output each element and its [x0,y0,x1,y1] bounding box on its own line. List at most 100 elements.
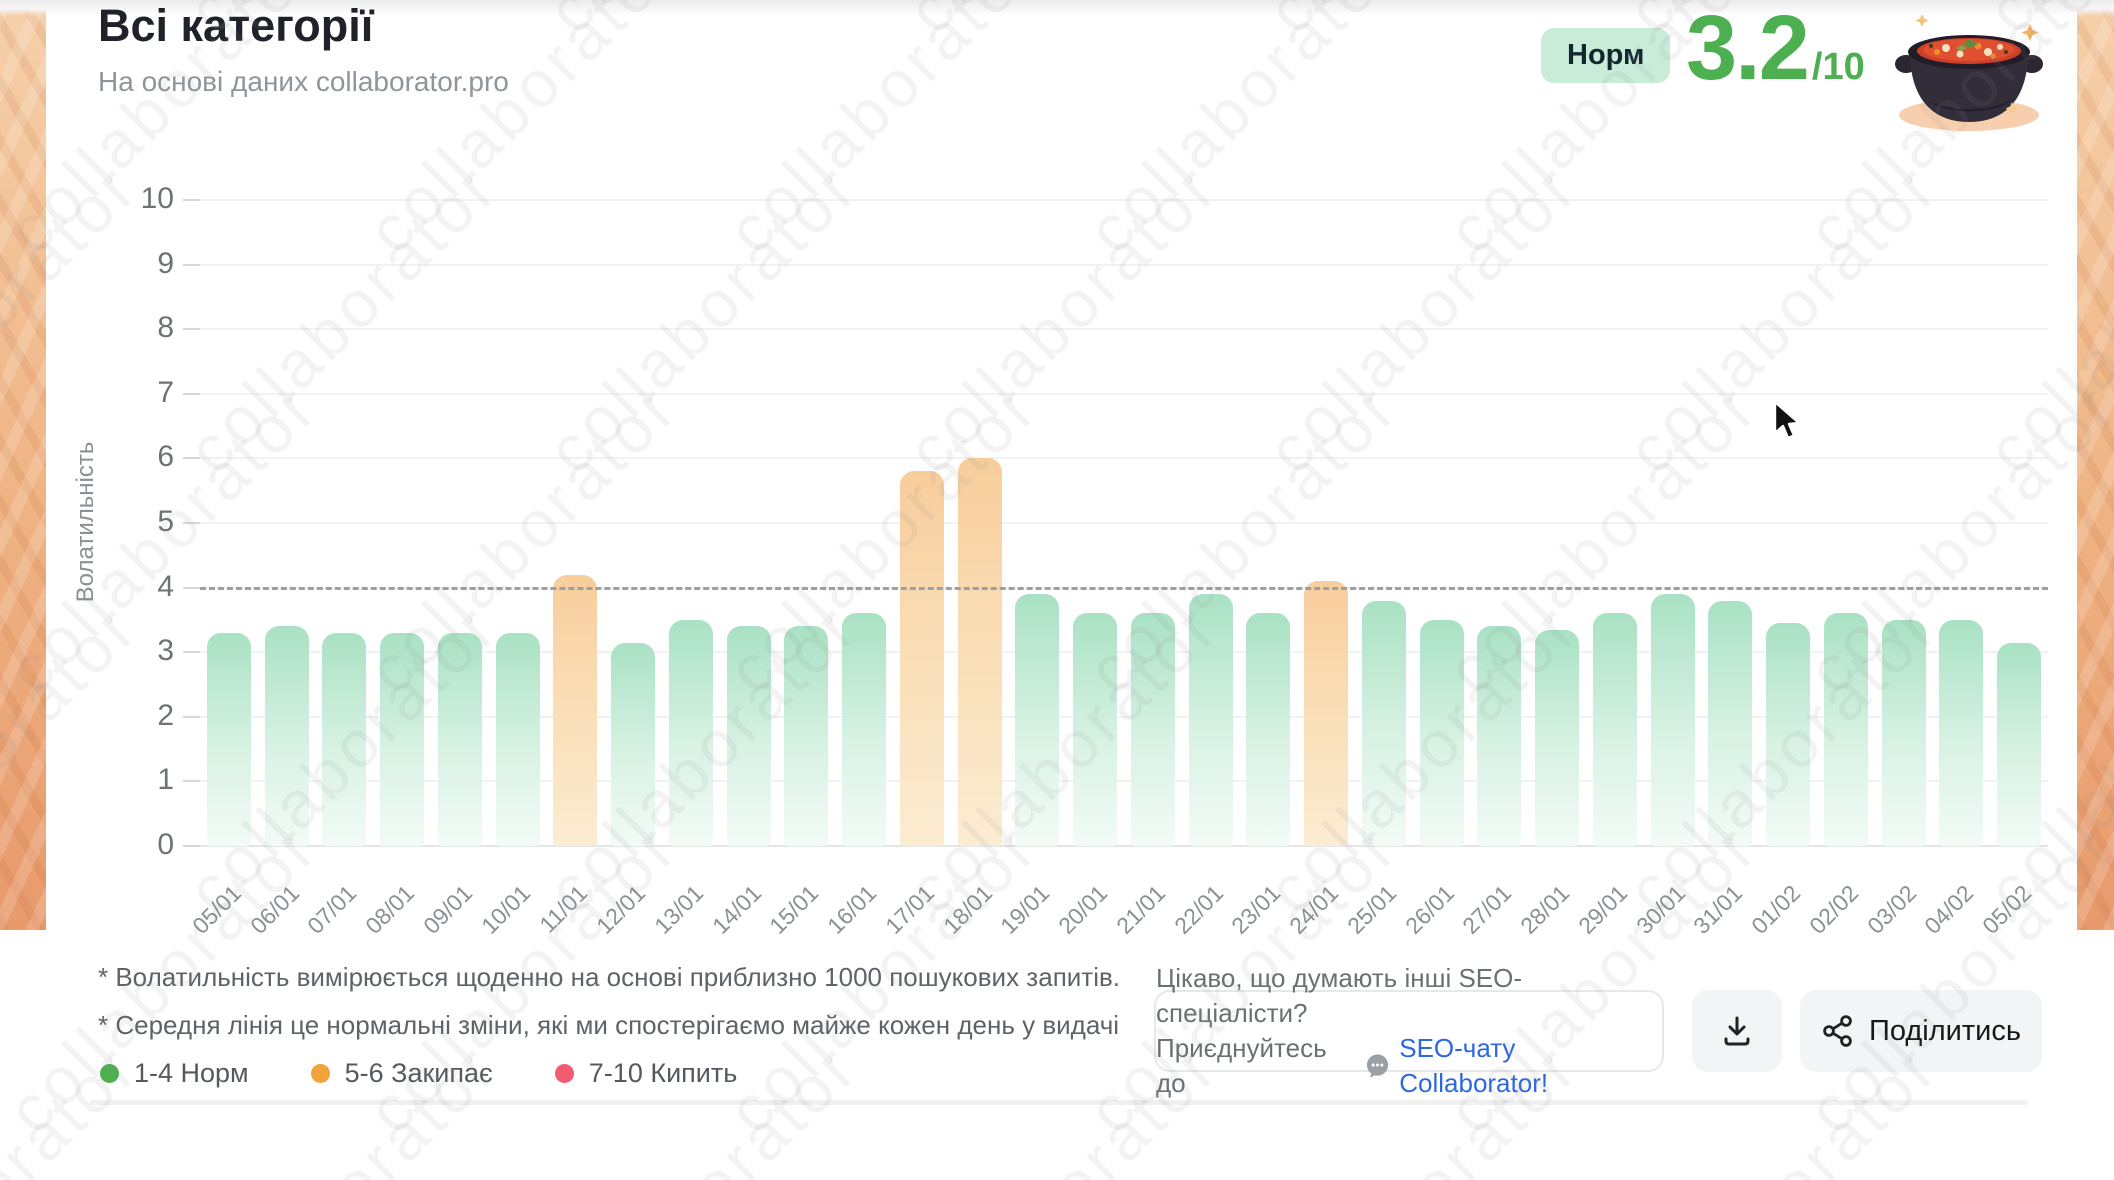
legend-dot-icon [554,1064,574,1083]
legend-item-2: 7-10 Кипить [554,1058,738,1089]
y-axis-tick-8 [183,328,200,331]
bar-11/01[interactable] [553,574,598,846]
gridline-y6 [200,457,2048,460]
legend-label: 1-4 Норм [134,1058,249,1088]
y-axis-tick-0 [183,845,200,847]
mouse-cursor [1773,400,1801,440]
bar-04/02[interactable] [1939,619,1984,846]
bar-08/01[interactable] [380,632,425,846]
footnote-measurement: * Волатильність вимірюється щоденно на о… [98,962,1121,992]
gridline-y3 [200,651,2048,654]
cta-join-line: Приєднуйтесь до SEO-чату Collaborator! [1156,1031,1662,1101]
page-subtitle: На основі даних collaborator.pro [98,66,509,97]
cta-join-prefix: Приєднуйтесь до [1156,1033,1327,1098]
bar-20/01[interactable] [1073,613,1118,846]
legend-label: 7-10 Кипить [588,1058,738,1088]
bar-27/01[interactable] [1477,626,1522,846]
gridline-y8 [200,328,2048,331]
bar-17/01[interactable] [899,471,944,846]
gridline-y5 [200,522,2048,524]
gridline-y7 [200,392,2048,395]
y-axis-label-2: 2 [157,698,174,732]
bar-05/01[interactable] [206,632,251,846]
download-icon [1724,1016,1750,1046]
bar-29/01[interactable] [1592,613,1637,846]
y-axis-tick-9 [183,263,200,266]
y-axis-label-7: 7 [157,375,174,409]
bar-01/02[interactable] [1766,623,1811,846]
score-value: 3.2 [1686,0,1810,99]
footnote-average-line: * Середня лінія це нормальні зміни, які … [98,1010,1120,1040]
bar-18/01[interactable] [957,458,1002,846]
bar-12/01[interactable] [611,642,656,846]
page-title: Всі категорії [98,0,374,51]
gridline-y9 [200,263,2048,266]
y-axis-label-10: 10 [140,182,174,215]
bar-24/01[interactable] [1304,581,1349,846]
y-axis-label-5: 5 [157,505,174,538]
y-axis-label-0: 0 [157,828,174,861]
seo-chat-cta-box: Цікаво, що думають інші SEO-спеціалісти?… [1154,963,1664,1098]
y-axis-tick-3 [183,651,200,654]
gridline-y0 [200,845,2048,847]
legend-item-0: 1-4 Норм [100,1058,249,1089]
bar-05/02[interactable] [1997,642,2042,846]
bar-13/01[interactable] [668,619,713,846]
speech-bubble-icon [1367,1054,1389,1078]
cta-question-line: Цікаво, що думають інші SEO-спеціалісти? [1156,963,1523,1028]
bar-21/01[interactable] [1130,613,1175,846]
top-edge-band [0,0,2114,16]
bar-10/01[interactable] [495,632,540,846]
y-axis-label-6: 6 [157,440,174,474]
legend-dot-icon [310,1064,330,1083]
borscht-pot-image [1895,14,2043,131]
bar-31/01[interactable] [1708,600,1753,846]
page-background-right [2077,0,2114,930]
bar-09/01[interactable] [437,632,482,846]
score-suffix: /10 [1811,46,1865,88]
legend-item-1: 5-6 Закипає [310,1058,493,1089]
y-axis-tick-2 [183,715,200,718]
y-axis-tick-7 [183,392,200,395]
y-axis-tick-6 [183,457,200,460]
gridline-y10 [200,199,2048,201]
chart-legend: 1-4 Норм 5-6 Закипає 7-10 Кипить [100,1058,737,1089]
bar-02/02[interactable] [1823,613,1868,846]
y-axis-label-3: 3 [157,634,174,668]
bar-28/01[interactable] [1535,629,1580,846]
share-button[interactable]: Поділитись [1800,990,2042,1072]
y-axis-title: Волатильність [72,441,99,603]
bar-23/01[interactable] [1246,613,1291,846]
bar-03/02[interactable] [1881,619,1926,846]
volatility-score: 3.2 /10 [1686,2,1865,94]
bar-06/01[interactable] [264,626,309,846]
download-button[interactable] [1692,990,1782,1072]
page-background-left [0,0,46,930]
watermark-text: collaborator [353,0,692,268]
seo-chat-link[interactable]: SEO-чату Collaborator! [1399,1033,1549,1098]
bar-22/01[interactable] [1188,594,1233,846]
bar-14/01[interactable] [726,626,771,846]
bar-07/01[interactable] [322,632,367,846]
watermark-text: collaborator [1073,0,1412,268]
bar-25/01[interactable] [1361,600,1406,846]
status-badge: Норм [1541,28,1671,83]
y-axis-label-1: 1 [157,763,174,797]
y-axis-label-4: 4 [157,569,174,603]
y-axis-tick-10 [183,199,200,201]
bar-16/01[interactable] [842,613,887,846]
average-dashed-line [200,586,2048,590]
watermark-text: collaborator [713,0,1052,268]
y-axis-label-9: 9 [157,246,174,280]
legend-dot-icon [100,1064,119,1083]
bar-26/01[interactable] [1419,619,1464,846]
legend-label: 5-6 Закипає [344,1058,493,1088]
y-axis-label-8: 8 [157,311,174,345]
bar-19/01[interactable] [1015,594,1060,846]
gridline-y1 [200,780,2048,783]
share-button-label: Поділитись [1869,1014,2021,1047]
bar-30/01[interactable] [1650,594,1695,846]
y-axis-tick-5 [183,522,200,524]
bar-15/01[interactable] [784,626,829,846]
